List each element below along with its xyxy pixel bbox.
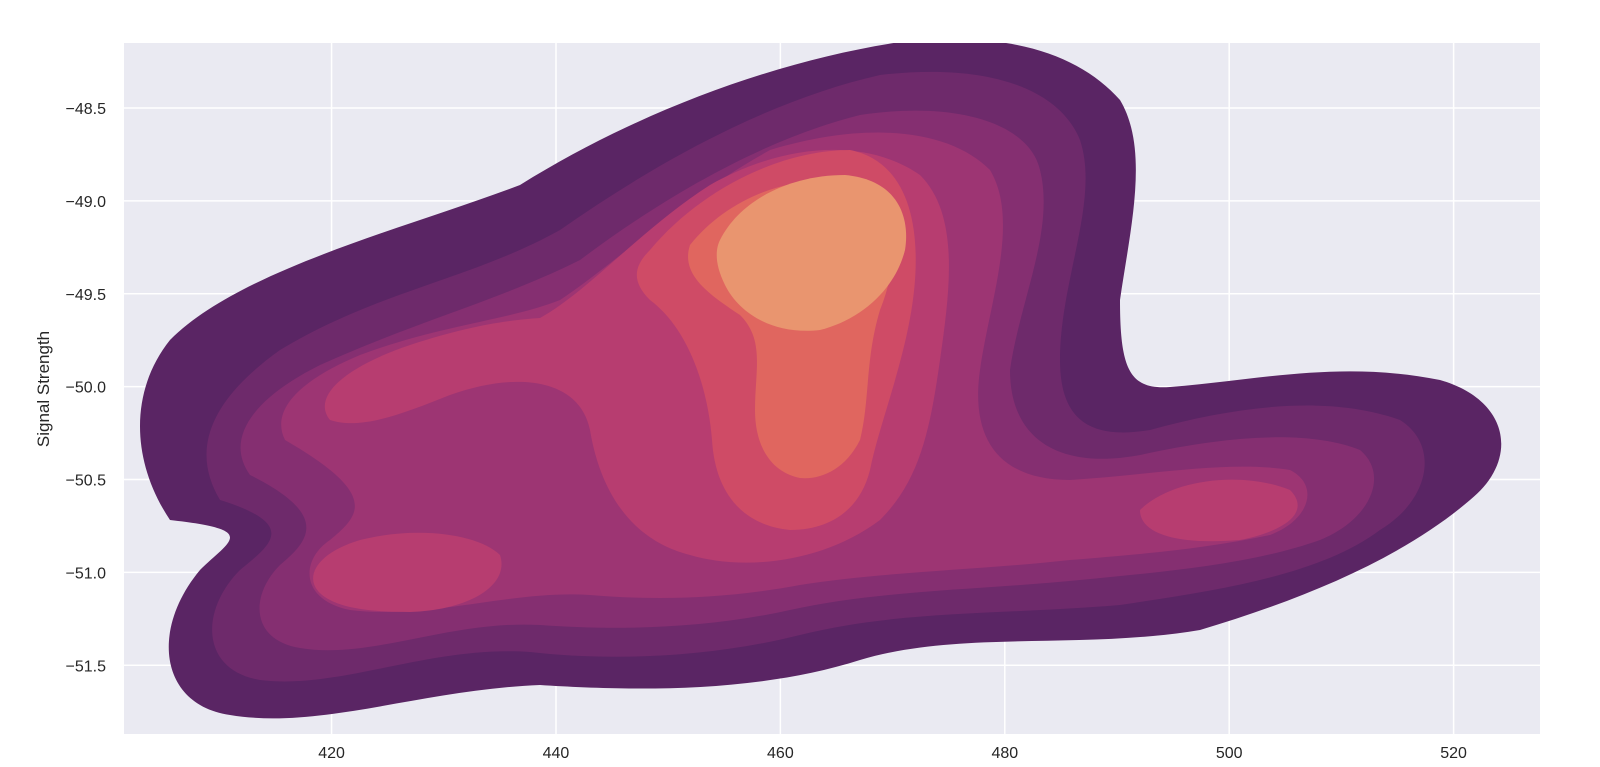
y-tick-label: −48.5 (66, 101, 107, 118)
x-tick-label: 440 (543, 745, 570, 762)
y-tick-label: −50.5 (66, 473, 107, 490)
y-tick-label: −50.0 (66, 380, 107, 397)
y-tick-label: −49.0 (66, 194, 107, 211)
y-axis-ticks: −48.5 −49.0 −49.5 −50.0 −50.5 −51.0 −51.5 (66, 101, 107, 675)
contour-band-8 (716, 175, 907, 331)
y-axis-label: Signal Strength (34, 331, 53, 447)
y-tick-label: −49.5 (66, 287, 107, 304)
x-axis-ticks: 420 440 460 480 500 520 (318, 745, 1467, 762)
x-tick-label: 460 (767, 745, 794, 762)
y-tick-label: −51.5 (66, 658, 107, 675)
x-tick-label: 520 (1440, 745, 1467, 762)
y-tick-label: −51.0 (66, 565, 107, 582)
x-tick-label: 480 (991, 745, 1018, 762)
x-tick-label: 500 (1216, 745, 1243, 762)
x-tick-label: 420 (318, 745, 345, 762)
